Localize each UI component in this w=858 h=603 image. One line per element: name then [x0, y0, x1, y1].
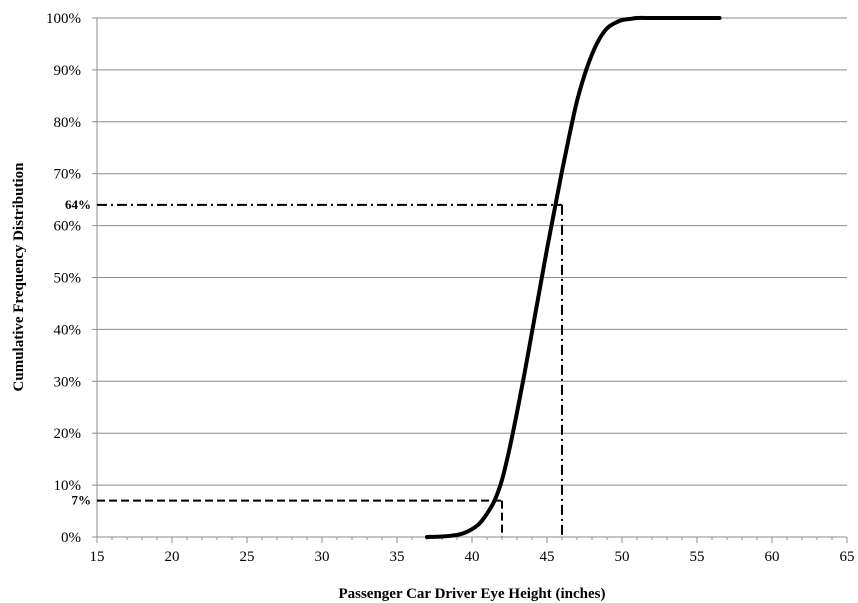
y-tick-label-10: 100%	[46, 11, 81, 27]
x-tick-label-8: 55	[690, 549, 705, 565]
gridlines	[97, 17, 847, 486]
y-axis-title: Cumulative Frequency Distribution	[11, 162, 27, 392]
y-tick-label-6: 60%	[54, 219, 82, 235]
series-line-0	[425, 15, 722, 539]
reference-lines: 7% 64%	[65, 197, 563, 537]
x-tick-label-6: 45	[540, 549, 555, 565]
y-tick-label-4: 40%	[54, 322, 82, 338]
tick-labels: 0% 10% 20% 30% 40% 50% 60% 70% 80% 90% 100% 15 20 25 3…	[46, 11, 855, 565]
y-tick-label-7: 70%	[54, 167, 82, 183]
y-tick-label-5: 50%	[54, 271, 82, 287]
x-tick-label-2: 25	[240, 549, 255, 565]
x-tick-label-1: 20	[165, 549, 180, 565]
x-tick-label-4: 35	[390, 549, 405, 565]
x-tick-label-3: 30	[315, 549, 330, 565]
reference-label-1: 64%	[65, 197, 91, 212]
x-tick-label-0: 15	[90, 549, 105, 565]
x-tick-label-5: 40	[465, 549, 480, 565]
x-axis-title: Passenger Car Driver Eye Height (inches)	[338, 586, 605, 602]
reference-label-0: 7%	[72, 493, 92, 508]
y-tick-label-1: 10%	[54, 478, 82, 494]
x-tick-label-9: 60	[765, 549, 780, 565]
y-tick-label-8: 80%	[54, 115, 82, 131]
y-tick-label-0: 0%	[61, 530, 81, 546]
y-tick-label-2: 20%	[54, 426, 82, 442]
axes	[92, 17, 848, 543]
y-tick-label-9: 90%	[54, 63, 82, 79]
series-layer	[425, 15, 722, 539]
x-tick-label-7: 50	[615, 549, 630, 565]
y-tick-label-3: 30%	[54, 374, 82, 390]
x-tick-label-10: 65	[840, 549, 855, 565]
